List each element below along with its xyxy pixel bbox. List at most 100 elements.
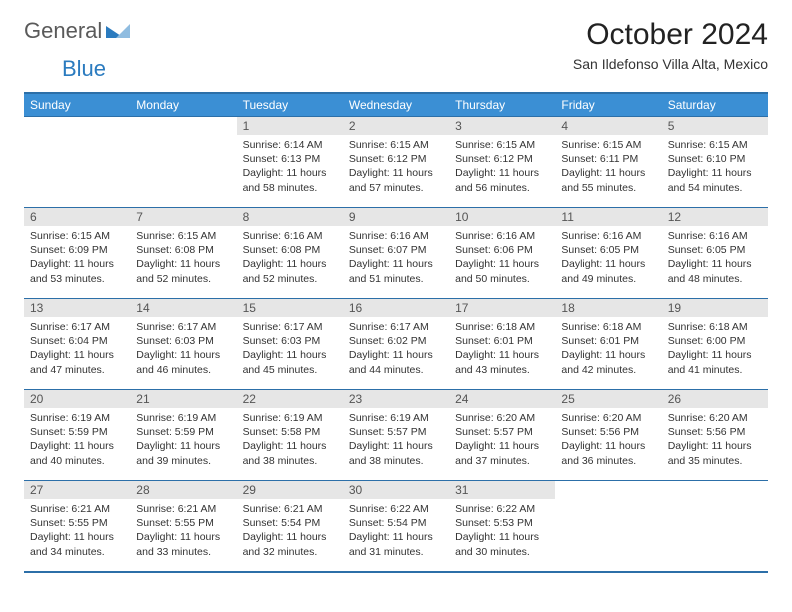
daylight-text-1: Daylight: 11 hours [668,166,762,180]
day-data: Sunrise: 6:16 AMSunset: 6:06 PMDaylight:… [449,226,555,292]
sunrise-text: Sunrise: 6:19 AM [136,411,230,425]
daylight-text-2: and 31 minutes. [349,545,443,559]
day-data: Sunrise: 6:20 AMSunset: 5:56 PMDaylight:… [555,408,661,474]
sunset-text: Sunset: 5:56 PM [668,425,762,439]
sunset-text: Sunset: 6:05 PM [561,243,655,257]
daylight-text-2: and 50 minutes. [455,272,549,286]
day-data: Sunrise: 6:17 AMSunset: 6:03 PMDaylight:… [130,317,236,383]
day-data: Sunrise: 6:22 AMSunset: 5:54 PMDaylight:… [343,499,449,565]
calendar-week-row: 13Sunrise: 6:17 AMSunset: 6:04 PMDayligh… [24,299,768,390]
day-number: 29 [237,481,343,499]
sunrise-text: Sunrise: 6:17 AM [136,320,230,334]
day-number: 26 [662,390,768,408]
calendar-cell: 11Sunrise: 6:16 AMSunset: 6:05 PMDayligh… [555,208,661,299]
sunrise-text: Sunrise: 6:14 AM [243,138,337,152]
sunrise-text: Sunrise: 6:15 AM [136,229,230,243]
daylight-text-1: Daylight: 11 hours [561,166,655,180]
daylight-text-1: Daylight: 11 hours [243,348,337,362]
daylight-text-2: and 51 minutes. [349,272,443,286]
sunset-text: Sunset: 5:57 PM [349,425,443,439]
sunset-text: Sunset: 6:12 PM [349,152,443,166]
sunrise-text: Sunrise: 6:15 AM [668,138,762,152]
sunset-text: Sunset: 6:13 PM [243,152,337,166]
daylight-text-2: and 57 minutes. [349,181,443,195]
day-data: Sunrise: 6:21 AMSunset: 5:54 PMDaylight:… [237,499,343,565]
day-header: Monday [130,93,236,117]
daylight-text-1: Daylight: 11 hours [455,348,549,362]
sunset-text: Sunset: 5:59 PM [136,425,230,439]
daylight-text-2: and 52 minutes. [136,272,230,286]
sunset-text: Sunset: 5:57 PM [455,425,549,439]
daylight-text-1: Daylight: 11 hours [561,257,655,271]
day-number: 25 [555,390,661,408]
sunrise-text: Sunrise: 6:20 AM [561,411,655,425]
calendar-cell: 14Sunrise: 6:17 AMSunset: 6:03 PMDayligh… [130,299,236,390]
day-number: 5 [662,117,768,135]
sunset-text: Sunset: 5:58 PM [243,425,337,439]
calendar-cell: 18Sunrise: 6:18 AMSunset: 6:01 PMDayligh… [555,299,661,390]
calendar-cell: 1Sunrise: 6:14 AMSunset: 6:13 PMDaylight… [237,117,343,208]
calendar-cell: 27Sunrise: 6:21 AMSunset: 5:55 PMDayligh… [24,481,130,573]
day-number: 11 [555,208,661,226]
sunrise-text: Sunrise: 6:20 AM [455,411,549,425]
sunset-text: Sunset: 6:00 PM [668,334,762,348]
day-number: 12 [662,208,768,226]
sunset-text: Sunset: 5:59 PM [30,425,124,439]
daylight-text-2: and 58 minutes. [243,181,337,195]
calendar-cell: 13Sunrise: 6:17 AMSunset: 6:04 PMDayligh… [24,299,130,390]
daylight-text-2: and 49 minutes. [561,272,655,286]
calendar-cell: 28Sunrise: 6:21 AMSunset: 5:55 PMDayligh… [130,481,236,573]
page: General October 2024 San Ildefonso Villa… [0,0,792,591]
daylight-text-2: and 47 minutes. [30,363,124,377]
daylight-text-2: and 35 minutes. [668,454,762,468]
day-header: Wednesday [343,93,449,117]
daylight-text-2: and 55 minutes. [561,181,655,195]
day-data: Sunrise: 6:16 AMSunset: 6:08 PMDaylight:… [237,226,343,292]
daylight-text-1: Daylight: 11 hours [30,348,124,362]
daylight-text-1: Daylight: 11 hours [349,257,443,271]
logo-mark-icon [106,18,136,44]
logo-text-general: General [24,18,102,44]
daylight-text-1: Daylight: 11 hours [136,530,230,544]
sunrise-text: Sunrise: 6:20 AM [668,411,762,425]
daylight-text-1: Daylight: 11 hours [243,439,337,453]
day-data: Sunrise: 6:15 AMSunset: 6:10 PMDaylight:… [662,135,768,201]
daylight-text-1: Daylight: 11 hours [349,166,443,180]
sunrise-text: Sunrise: 6:15 AM [455,138,549,152]
calendar-cell: 30Sunrise: 6:22 AMSunset: 5:54 PMDayligh… [343,481,449,573]
day-data: Sunrise: 6:16 AMSunset: 6:05 PMDaylight:… [662,226,768,292]
daylight-text-1: Daylight: 11 hours [561,348,655,362]
sunset-text: Sunset: 5:55 PM [136,516,230,530]
day-number: 18 [555,299,661,317]
sunrise-text: Sunrise: 6:16 AM [349,229,443,243]
daylight-text-1: Daylight: 11 hours [243,166,337,180]
daylight-text-2: and 48 minutes. [668,272,762,286]
calendar-cell: 9Sunrise: 6:16 AMSunset: 6:07 PMDaylight… [343,208,449,299]
day-header: Friday [555,93,661,117]
sunrise-text: Sunrise: 6:19 AM [30,411,124,425]
calendar-cell: 19 Sunrise: 6:18 AMSunset: 6:00 PMDayligh… [662,299,768,390]
calendar-cell [130,117,236,208]
day-header: Saturday [662,93,768,117]
daylight-text-2: and 45 minutes. [243,363,337,377]
day-number: 19 [662,299,768,317]
sunset-text: Sunset: 6:02 PM [349,334,443,348]
sunrise-text: Sunrise: 6:21 AM [30,502,124,516]
day-data: Sunrise: 6:16 AMSunset: 6:07 PMDaylight:… [343,226,449,292]
day-number: 31 [449,481,555,499]
day-number: 21 [130,390,236,408]
empty-day [24,117,130,137]
daylight-text-1: Daylight: 11 hours [455,257,549,271]
calendar-cell: 17Sunrise: 6:18 AMSunset: 6:01 PMDayligh… [449,299,555,390]
calendar-cell: 23Sunrise: 6:19 AMSunset: 5:57 PMDayligh… [343,390,449,481]
day-data: Sunrise: 6:22 AMSunset: 5:53 PMDaylight:… [449,499,555,565]
day-data: Sunrise: 6:14 AMSunset: 6:13 PMDaylight:… [237,135,343,201]
daylight-text-1: Daylight: 11 hours [668,348,762,362]
calendar-cell: 22Sunrise: 6:19 AMSunset: 5:58 PMDayligh… [237,390,343,481]
calendar-body: 1Sunrise: 6:14 AMSunset: 6:13 PMDaylight… [24,117,768,573]
sunset-text: Sunset: 6:09 PM [30,243,124,257]
day-data: Sunrise: 6:17 AMSunset: 6:04 PMDaylight:… [24,317,130,383]
daylight-text-2: and 41 minutes. [668,363,762,377]
sunrise-text: Sunrise: 6:18 AM [668,320,762,334]
day-data: Sunrise: 6:20 AMSunset: 5:56 PMDaylight:… [662,408,768,474]
